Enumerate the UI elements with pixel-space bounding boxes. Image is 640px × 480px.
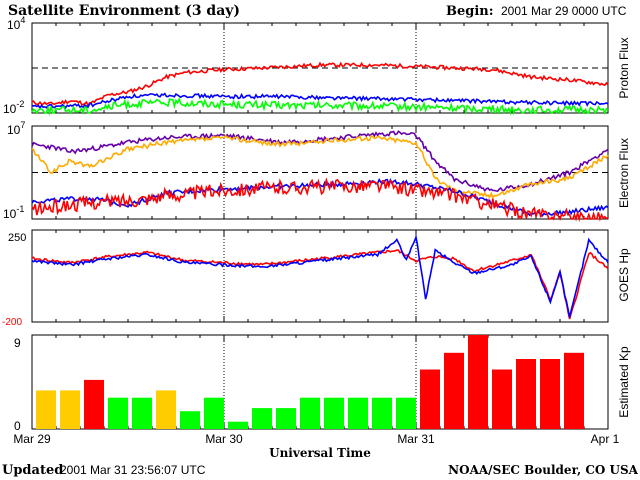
- updated-label: Updated: [2, 463, 63, 478]
- kp-bar: [420, 369, 440, 429]
- svg-text:10-2: 10-2: [3, 99, 24, 116]
- electron-flux-axis-label: Electron Flux: [617, 138, 631, 208]
- x-tick-label-mar29: Mar 29: [13, 432, 51, 446]
- goes-hp-series-blue: [31, 234, 609, 318]
- kp-bar: [252, 408, 272, 429]
- kp-bar: [348, 397, 368, 429]
- electron-series-purple: [31, 130, 609, 193]
- x-axis-label: Universal Time: [269, 446, 371, 460]
- electron-y-max-label: 107: [7, 120, 25, 137]
- kp-y-min-label: 0: [14, 419, 21, 433]
- data-layer: [31, 61, 609, 429]
- electron-series-red: [31, 177, 609, 223]
- kp-bar: [228, 421, 248, 429]
- kp-bar: [564, 352, 584, 429]
- begin-label: Begin:: [446, 4, 494, 19]
- x-tick-label-mar31: Mar 31: [397, 432, 435, 446]
- kp-bar: [468, 335, 488, 429]
- kp-bar: [180, 411, 200, 429]
- kp-bar: [516, 359, 536, 429]
- kp-bar: [372, 397, 392, 429]
- kp-bar: [36, 390, 56, 429]
- svg-text:107: 107: [7, 120, 25, 137]
- kp-y-max-label: 9: [14, 336, 21, 350]
- kp-bar: [132, 397, 152, 429]
- updated-value: 2001 Mar 31 23:56:07 UTC: [60, 463, 206, 477]
- kp-bar: [60, 390, 80, 429]
- kp-bar: [540, 359, 560, 429]
- goes-panel-frame: [31, 229, 609, 323]
- svg-text:104: 104: [7, 15, 25, 32]
- kp-bar: [84, 379, 104, 429]
- begin-value: 2001 Mar 29 0000 UTC: [501, 4, 627, 18]
- x-tick-label-apr1: Apr 1: [591, 432, 620, 446]
- credit-text: NOAA/SEC Boulder, CO USA: [448, 463, 639, 477]
- proton-series-blue: [31, 92, 609, 110]
- electron-y-min-label: 10-1: [3, 204, 24, 221]
- kp-bar: [492, 369, 512, 429]
- kp-bar: [276, 408, 296, 429]
- goes-y-min-label: -200: [2, 317, 22, 328]
- proton-y-max-label: 104: [7, 15, 25, 32]
- kp-bar: [396, 397, 416, 429]
- goes-hp-axis-label: GOES Hp: [617, 248, 631, 302]
- kp-bar: [324, 397, 344, 429]
- proton-series-green: [31, 97, 609, 117]
- kp-bar: [204, 397, 224, 429]
- svg-text:10-1: 10-1: [3, 204, 24, 221]
- chart-title: Satellite Environment (3 day): [8, 3, 240, 19]
- proton-series-red: [31, 61, 609, 107]
- proton-y-min-label: 10-2: [3, 99, 24, 116]
- kp-bar: [108, 397, 128, 429]
- proton-flux-axis-label: Proton Flux: [617, 37, 631, 98]
- electron-series-orange: [31, 134, 609, 200]
- kp-bar: [156, 390, 176, 429]
- x-tick-label-mar30: Mar 30: [205, 432, 243, 446]
- goes-y-max-label: 250: [8, 232, 26, 244]
- kp-bar: [444, 352, 464, 429]
- kp-bar: [300, 397, 320, 429]
- estimated-kp-axis-label: Estimated Kp: [617, 346, 631, 418]
